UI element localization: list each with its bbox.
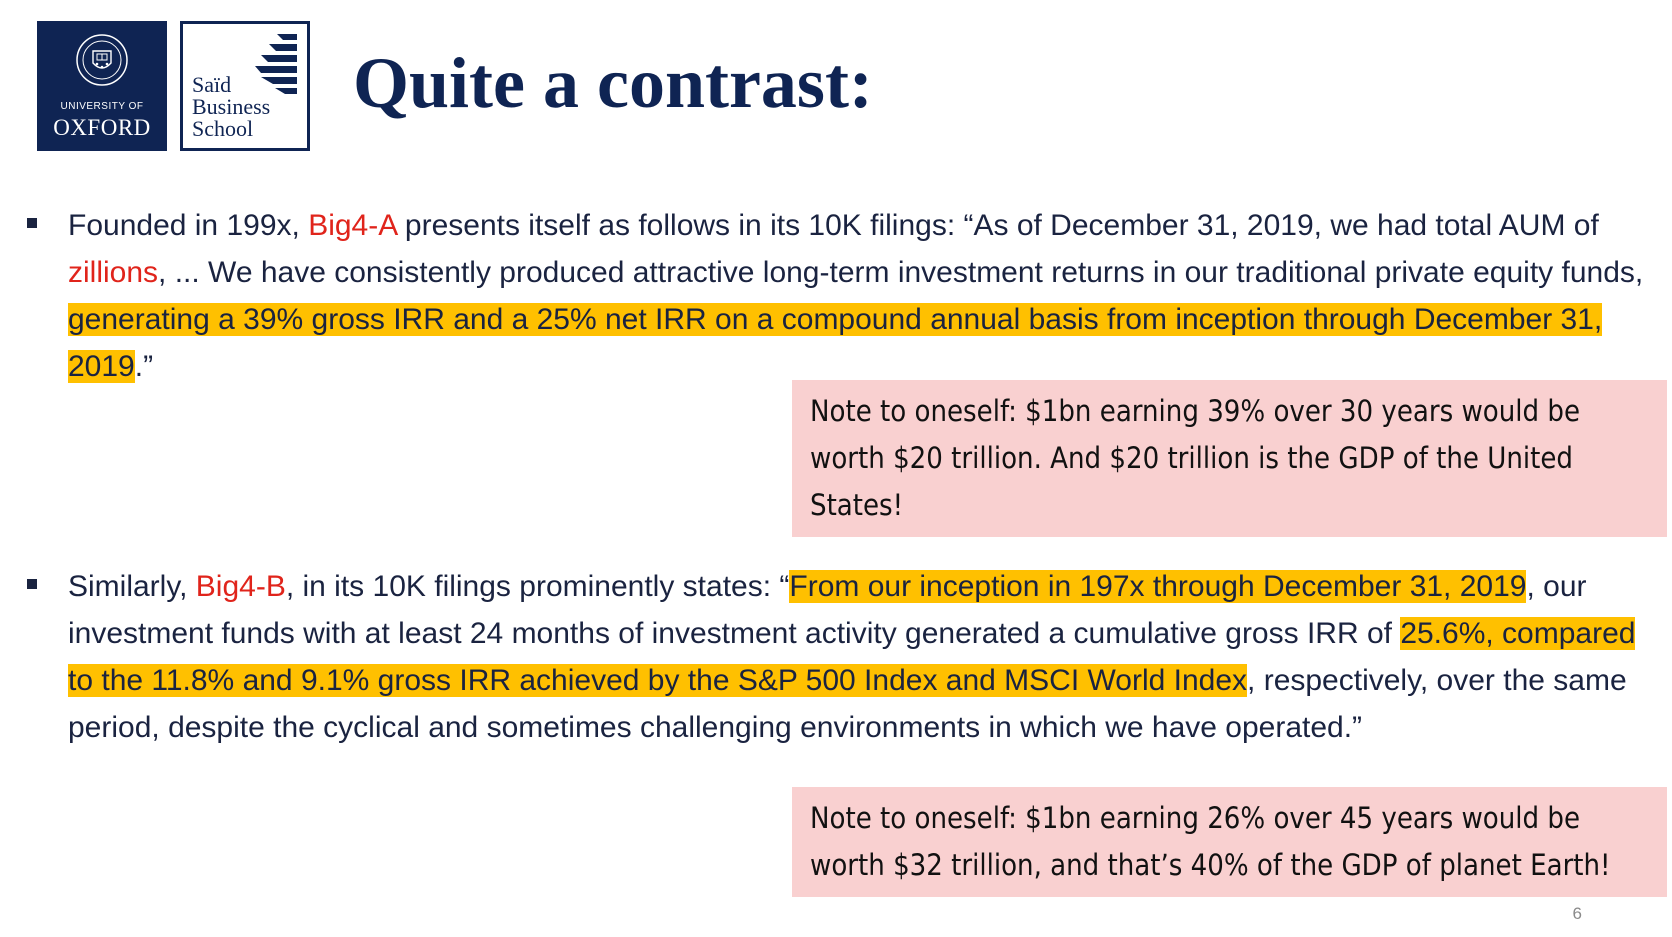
text-segment: Similarly, [68,570,196,603]
text-segment: .” [134,350,154,383]
text-segment: , ... We have consistently produced attr… [158,256,1644,289]
company-name-big4-a: Big4-A [308,209,397,242]
oxford-crest-icon [76,34,128,86]
bullet-marker [27,218,37,228]
text-segment: presents itself as follows in its 10K fi… [396,209,1599,242]
text-segment: Founded in 199x, [68,209,309,242]
highlighted-quote: From our inception in 197x through Decem… [789,570,1527,603]
bullet-marker [27,579,37,589]
note-box-2: Note to oneself: $1bn earning 26% over 4… [792,787,1667,897]
slide-title: Quite a contrast: [353,43,873,123]
aum-amount: zillions [68,256,159,289]
said-business-school-logo: Saïd Business School [180,21,310,151]
sbs-stripes-icon [255,34,297,94]
page-number: 6 [1572,904,1582,923]
note-box-1: Note to oneself: $1bn earning 39% over 3… [792,380,1667,537]
sbs-logo-text: Saïd Business School [192,72,271,141]
highlighted-quote: generating a 39% gross IRR and a 25% net… [68,303,1603,383]
text-segment: , our investment funds with at least 24 … [68,570,1587,650]
text-segment: , in its 10K filings prominently states:… [285,570,790,603]
oxford-logo-line1: UNIVERSITY OF [60,101,144,112]
bullet-text-2: Similarly, Big4-B, in its 10K filings pr… [68,563,1648,751]
company-name-big4-b: Big4-B [195,570,286,603]
oxford-logo: UNIVERSITY OF OXFORD [37,21,167,151]
text-segment: , respectively, over the same period, de… [68,664,1627,744]
oxford-logo-line2: OXFORD [53,115,151,140]
bullet-text-1: Founded in 199x, Big4-A presents itself … [68,202,1648,390]
